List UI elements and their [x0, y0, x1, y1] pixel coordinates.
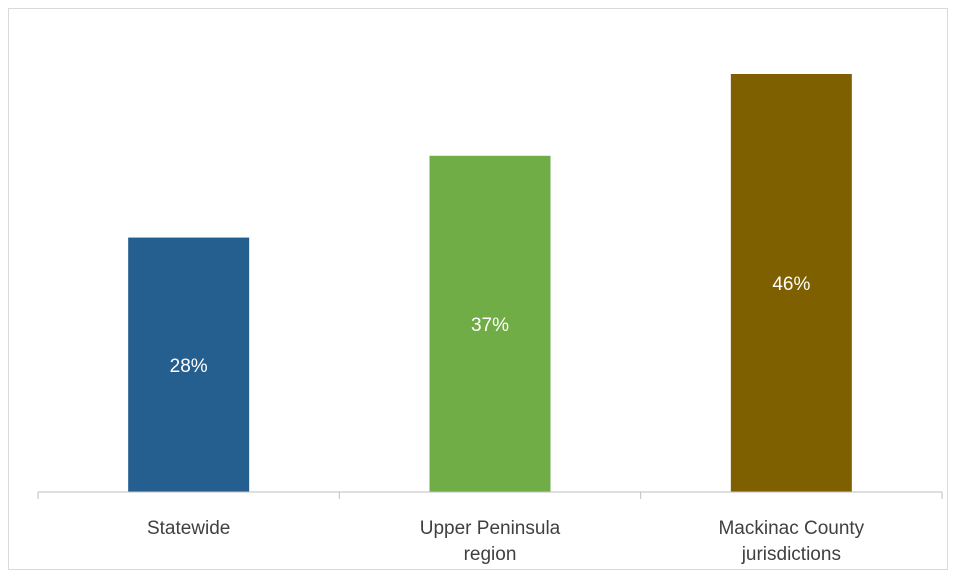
data-label: 28%: [170, 356, 208, 377]
x-axis: [37, 491, 943, 499]
category-label: Upper Peninsula region: [420, 518, 561, 565]
data-labels: 28% 37% 46%: [170, 274, 811, 377]
bar-3: [730, 74, 852, 492]
bar-1: [128, 237, 250, 492]
category-label: Statewide: [147, 518, 230, 539]
data-label: 46%: [772, 274, 810, 295]
category-label: Mackinac County jurisdictions: [718, 518, 864, 565]
category-labels: Statewide Upper Peninsula region Mackinac C…: [147, 518, 865, 565]
bar-2: [429, 155, 551, 493]
data-label: 37%: [471, 315, 509, 336]
bars: [128, 74, 852, 493]
